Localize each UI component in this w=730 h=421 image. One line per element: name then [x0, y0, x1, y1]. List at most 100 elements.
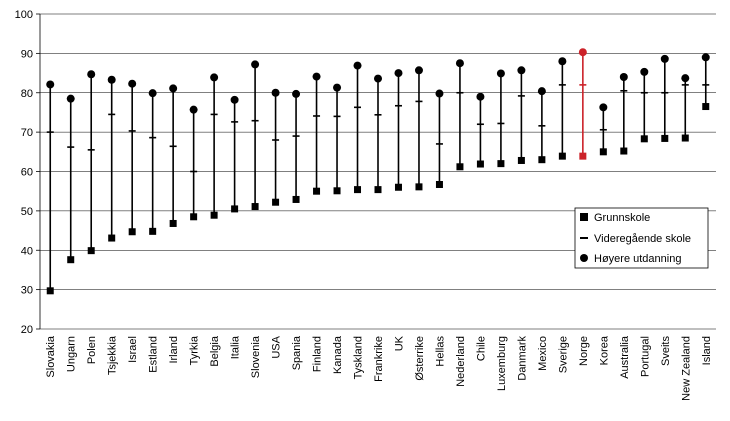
- x-label-estland: Estland: [148, 336, 160, 373]
- range-slovenia: [251, 60, 260, 211]
- range-norge: [578, 48, 587, 160]
- range-østerrike: [414, 66, 423, 191]
- hoyere-marker-norge: [578, 48, 587, 57]
- range-belgia: [210, 73, 219, 219]
- hoyere-marker-israel: [128, 79, 137, 88]
- grunnskole-marker-irland: [169, 219, 177, 227]
- grunnskole-marker-tyskland: [354, 186, 362, 194]
- grunnskole-marker-luxemburg: [497, 160, 505, 168]
- grunnskole-marker-tyrkia: [190, 213, 198, 221]
- x-label-korea: Korea: [598, 335, 610, 365]
- y-tick-label-20: 20: [21, 324, 33, 336]
- x-label-tsjekkia: Tsjekkia: [107, 335, 119, 375]
- y-tick-label-60: 60: [21, 167, 33, 179]
- hoyere-marker-estland: [148, 89, 157, 98]
- grunnskole-marker-sveits: [661, 134, 669, 142]
- range-luxemburg: [496, 69, 505, 168]
- range-italia: [230, 95, 239, 213]
- legend: Grunnskole Videregående skole Høyere utd…: [574, 207, 709, 269]
- legend-label-videregaende: Videregående skole: [594, 233, 691, 245]
- hoyere-marker-island: [701, 53, 710, 62]
- y-tick-label-80: 80: [21, 88, 33, 100]
- hoyere-marker-portugal: [640, 67, 649, 76]
- range-hellas: [435, 89, 444, 188]
- grunnskole-marker-chile: [476, 160, 484, 168]
- x-label-finland: Finland: [312, 336, 324, 372]
- x-label-ungarn: Ungarn: [66, 336, 78, 372]
- hoyere-marker-uk: [394, 69, 403, 78]
- x-label-irland: Irland: [168, 336, 180, 364]
- category-labels: Slovakia Ungarn Polen Tsjekkia Israel Estland…: [45, 335, 713, 401]
- x-label-belgia: Belgia: [209, 335, 221, 366]
- range-uk: [394, 69, 403, 191]
- range-nederland: [455, 59, 464, 171]
- range-danmark: [517, 66, 526, 164]
- hoyere-marker-tyrkia: [189, 105, 198, 114]
- grunnskole-marker-new-zealand: [681, 134, 689, 142]
- hoyere-marker-finland: [312, 72, 321, 81]
- x-label-slovenia: Slovenia: [250, 335, 262, 378]
- legend-marker-dash: [580, 237, 588, 239]
- grunnskole-marker-slovenia: [251, 203, 259, 211]
- x-label-østerrike: Østerrike: [414, 336, 426, 381]
- y-tick-label-70: 70: [21, 127, 33, 139]
- range-sveits: [660, 54, 669, 142]
- grunnskole-marker-tsjekkia: [108, 234, 116, 242]
- x-label-island: Island: [701, 336, 713, 365]
- x-label-tyrkia: Tyrkia: [189, 335, 201, 365]
- hoyere-marker-irland: [169, 84, 178, 93]
- range-tsjekkia: [107, 75, 116, 242]
- range-israel: [128, 79, 137, 236]
- grunnskole-marker-israel: [128, 228, 136, 236]
- range-estland: [148, 89, 157, 235]
- hoyere-marker-new-zealand: [681, 74, 690, 83]
- range-slovakia: [46, 80, 55, 295]
- range-australia: [619, 73, 628, 155]
- x-label-mexico: Mexico: [537, 336, 549, 371]
- x-label-hellas: Hellas: [434, 336, 446, 367]
- x-label-israel: Israel: [127, 336, 139, 363]
- range-frankrike: [374, 74, 382, 194]
- hoyere-marker-sverige: [558, 57, 567, 66]
- y-tick-label-30: 30: [21, 285, 33, 297]
- hoyere-marker-tsjekkia: [107, 75, 116, 84]
- grunnskole-marker-østerrike: [415, 183, 423, 191]
- x-label-australia: Australia: [619, 335, 631, 379]
- y-tick-label-50: 50: [21, 206, 33, 218]
- hoyere-marker-luxemburg: [496, 69, 505, 78]
- y-tick-label-100: 100: [15, 9, 33, 21]
- hoyere-marker-kanada: [333, 83, 342, 92]
- legend-marker-square: [580, 213, 588, 221]
- grunnskole-marker-kanada: [333, 187, 341, 195]
- range-polen: [87, 70, 96, 255]
- x-label-sveits: Sveits: [660, 336, 672, 366]
- x-label-usa: USA: [271, 335, 283, 358]
- grunnskole-marker-slovakia: [46, 287, 54, 295]
- hoyere-marker-italia: [230, 95, 239, 104]
- hoyere-marker-slovenia: [251, 60, 260, 69]
- range-tyskland: [353, 61, 362, 194]
- range-usa: [271, 88, 280, 206]
- range-finland: [312, 72, 321, 195]
- x-label-italia: Italia: [230, 335, 242, 359]
- hoyere-marker-mexico: [537, 87, 546, 96]
- x-label-spania: Spania: [291, 335, 303, 370]
- grunnskole-marker-frankrike: [374, 186, 382, 194]
- range-mexico: [537, 87, 546, 164]
- grunnskole-marker-sverige: [558, 152, 566, 160]
- grunnskole-marker-belgia: [210, 211, 218, 219]
- hoyere-marker-tyskland: [353, 61, 362, 70]
- hoyere-marker-hellas: [435, 89, 444, 98]
- range-spania: [292, 89, 301, 203]
- grunnskole-marker-korea: [599, 148, 607, 156]
- grunnskole-marker-island: [702, 103, 710, 111]
- grunnskole-marker-portugal: [640, 135, 648, 143]
- hoyere-marker-danmark: [517, 66, 526, 75]
- axes: [36, 13, 41, 330]
- hoyere-marker-sveits: [660, 54, 669, 63]
- x-label-portugal: Portugal: [639, 336, 651, 377]
- grunnskole-marker-danmark: [517, 156, 525, 164]
- hoyere-marker-østerrike: [414, 66, 423, 75]
- hoyere-marker-polen: [87, 70, 96, 79]
